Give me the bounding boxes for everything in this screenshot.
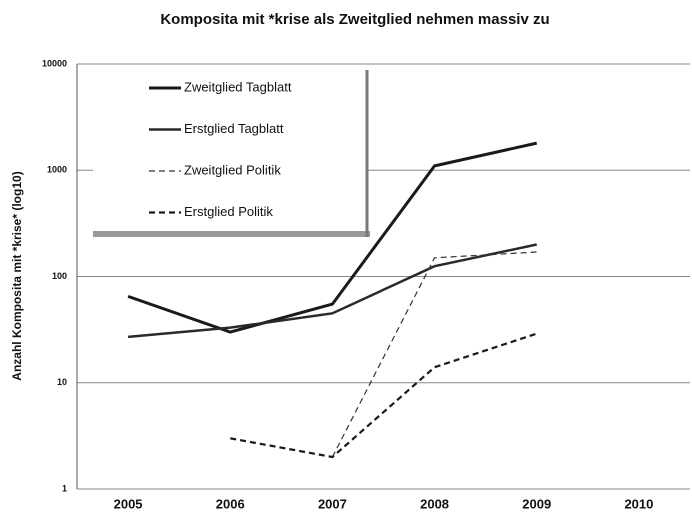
- legend-shadow: [93, 231, 370, 237]
- x-tick-label: 2009: [522, 496, 551, 511]
- series-line: [127, 243, 538, 339]
- y-tick-label: 1000: [47, 165, 67, 175]
- series-line: [230, 332, 538, 459]
- y-axis-label: Anzahl Komposita mit *krise* (log10): [10, 171, 24, 380]
- chart-title: Komposita mit *krise als Zweitglied nehm…: [160, 11, 549, 28]
- legend-box: [93, 70, 367, 231]
- legend-label: Erstglied Politik: [184, 204, 273, 219]
- y-tick-label: 10: [57, 377, 67, 387]
- legend-label: Zweitglied Politik: [184, 162, 281, 177]
- series-line: [127, 141, 538, 334]
- x-tick-label: 2006: [216, 496, 245, 511]
- x-tick-label: 2008: [420, 496, 449, 511]
- y-tick-label: 100: [52, 271, 67, 281]
- x-tick-label: 2010: [624, 496, 653, 511]
- series-line: [331, 251, 537, 458]
- y-tick-label: 10000: [42, 58, 67, 68]
- legend-label: Zweitglied Tagblatt: [184, 79, 292, 94]
- x-tick-label: 2005: [114, 496, 143, 511]
- legend-label: Erstglied Tagblatt: [184, 121, 284, 136]
- x-tick-label: 2007: [318, 496, 347, 511]
- y-tick-label: 1: [62, 483, 67, 493]
